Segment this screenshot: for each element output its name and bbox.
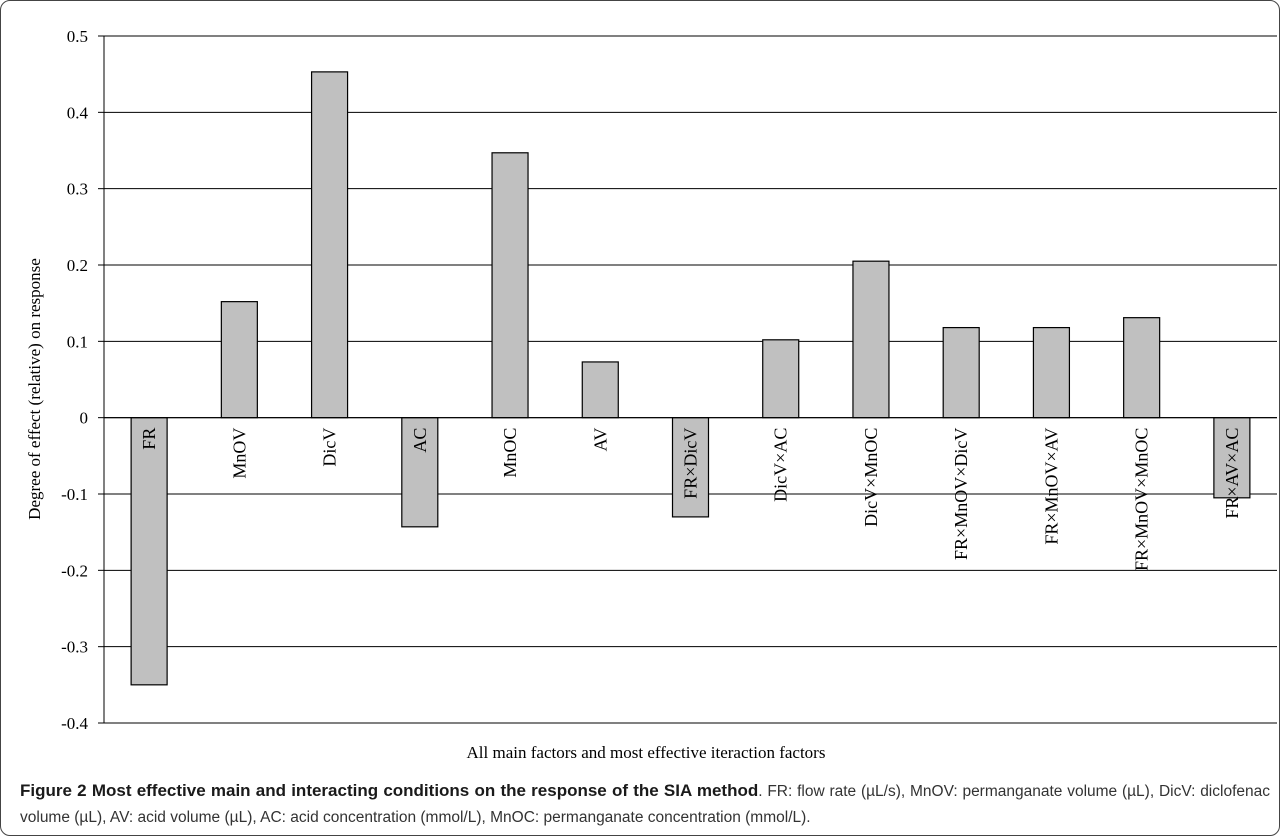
bar bbox=[581, 361, 619, 419]
category-label: AC bbox=[410, 428, 430, 453]
bar bbox=[762, 339, 800, 419]
grid-lines bbox=[104, 35, 1277, 724]
y-tick-label: 0.5 bbox=[67, 27, 88, 46]
bar bbox=[220, 301, 258, 419]
axes: 0.5 0.4 0.3 0.2 0.1 0 -0.1 -0.2 -0.3 -0.4 bbox=[61, 27, 1277, 733]
bar bbox=[1123, 317, 1161, 419]
y-tick-label: 0.4 bbox=[67, 103, 89, 122]
y-tick-label: -0.2 bbox=[61, 561, 88, 580]
y-tick-label: -0.3 bbox=[61, 638, 88, 657]
category-label: FR×AV×AC bbox=[1222, 428, 1242, 519]
bar bbox=[942, 326, 980, 419]
category-labels: FR MnOV DicV AC MnOC AV FR×DicV DicV×AC DicV×MnO… bbox=[139, 428, 1242, 571]
figure-caption: Figure 2 Most effective main and interac… bbox=[20, 778, 1270, 831]
y-tick-label: 0.2 bbox=[67, 256, 88, 275]
bar bbox=[401, 417, 439, 528]
category-label: FR×MnOV×DicV bbox=[951, 428, 971, 560]
bar bbox=[852, 260, 890, 419]
y-tick-label: 0 bbox=[80, 409, 89, 428]
category-label: DicV×MnOC bbox=[861, 428, 881, 527]
bars bbox=[130, 71, 1251, 686]
y-tick-label: 0.1 bbox=[67, 332, 88, 351]
y-tick-label: 0.3 bbox=[67, 180, 88, 199]
category-label: MnOV bbox=[229, 428, 249, 479]
category-label: FR×MnOV×MnOC bbox=[1132, 428, 1152, 571]
caption-label: Figure 2 Most effective main and interac… bbox=[20, 781, 759, 800]
bar bbox=[1213, 417, 1251, 499]
category-label: MnOC bbox=[500, 428, 520, 478]
y-axis-label: Degree of effect (relative) on response bbox=[25, 258, 44, 520]
caption-text: . FR: flow rate (µL/s), MnOV: permangana… bbox=[20, 783, 1270, 826]
y-tick-label: -0.1 bbox=[61, 485, 88, 504]
category-label: DicV×AC bbox=[771, 428, 791, 502]
category-label: FR bbox=[139, 428, 159, 450]
bar bbox=[491, 152, 529, 419]
x-axis-label: All main factors and most effective iter… bbox=[467, 743, 826, 762]
category-label: DicV bbox=[320, 428, 340, 467]
category-label: FR×MnOV×AV bbox=[1041, 428, 1061, 545]
bar bbox=[1032, 326, 1071, 419]
bar bbox=[671, 417, 710, 518]
category-label: AV bbox=[590, 428, 610, 452]
category-label: FR×DicV bbox=[681, 428, 701, 499]
bar bbox=[310, 71, 349, 419]
y-tick-label: -0.4 bbox=[61, 714, 88, 733]
bar bbox=[130, 417, 168, 686]
